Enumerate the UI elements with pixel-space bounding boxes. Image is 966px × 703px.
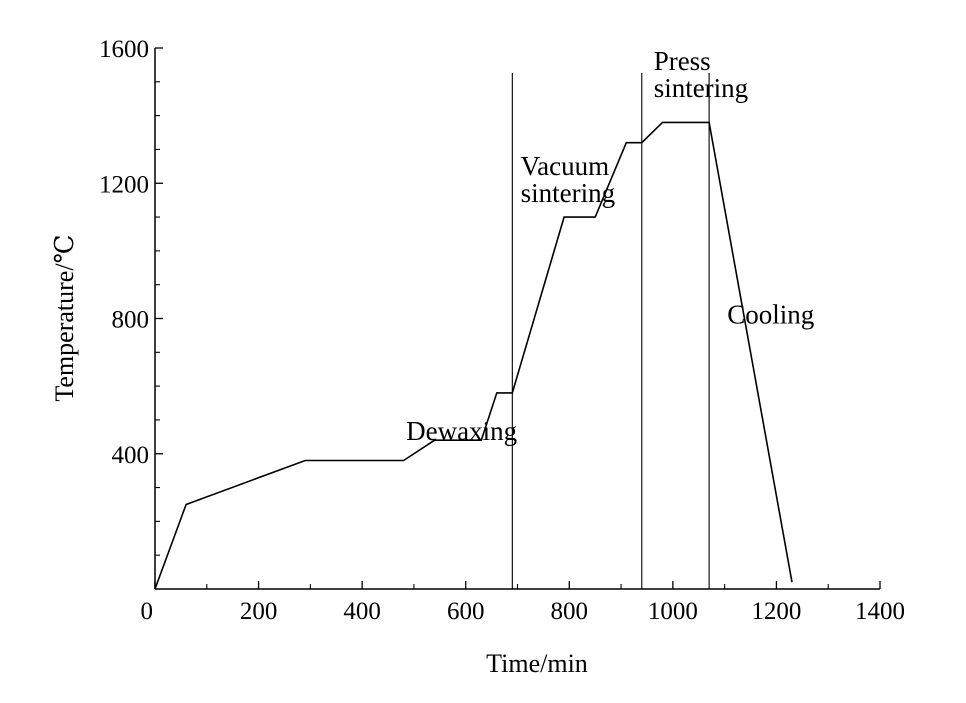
- ticks: 0 200 400 600 800 1000 1200 1400 400 800 1200 1600: [99, 36, 905, 625]
- x-axis-label: Time/min: [486, 649, 588, 678]
- x-tick-label: 200: [240, 598, 278, 625]
- y-tick-label: 1200: [99, 171, 149, 198]
- y-tick-label: 1600: [99, 36, 149, 63]
- x-tick-label: 400: [343, 598, 381, 625]
- x-tick-label: 600: [447, 598, 485, 625]
- stage-annotation: Cooling: [727, 300, 814, 330]
- y-axis-label: Temperature/℃: [50, 234, 79, 401]
- stage-annotation: sintering: [654, 73, 749, 103]
- y-tick-label: 400: [112, 442, 150, 469]
- x-tick-label: 800: [551, 598, 589, 625]
- stage-annotation: Vacuum: [521, 151, 609, 181]
- x-tick-label: 0: [141, 598, 154, 625]
- y-tick-label: 800: [112, 307, 150, 334]
- series-layer: [154, 121, 793, 590]
- stage-divider-lines: [511, 73, 710, 589]
- stage-annotation: Dewaxing: [406, 416, 517, 446]
- annotations: DewaxingVacuumsinteringPresssinteringCoo…: [406, 46, 814, 446]
- x-tick-label: 1200: [751, 598, 801, 625]
- x-tick-label: 1400: [855, 598, 905, 625]
- stage-annotation: Press: [654, 46, 711, 76]
- stage-annotation: sintering: [521, 178, 616, 208]
- x-tick-label: 1000: [648, 598, 698, 625]
- temperature-profile-line: [154, 121, 793, 590]
